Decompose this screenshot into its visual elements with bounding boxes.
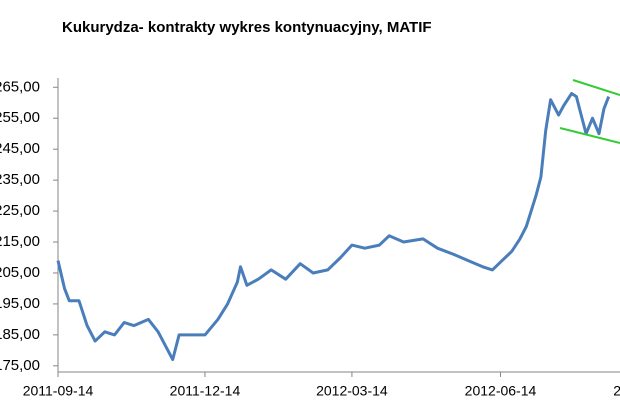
trend-line [559,127,620,144]
y-tick-label: 225,00 [0,202,40,219]
y-tick-label: 265,00 [0,78,40,95]
x-tick-label: 2011-12-14 [170,383,241,399]
y-tick-label: 235,00 [0,171,40,188]
y-tick-label: 185,00 [0,326,40,343]
y-tick-label: 215,00 [0,233,40,250]
y-tick-label: 205,00 [0,264,40,281]
chart-title: Kukurydza- kontrakty wykres kontynuacyjn… [62,19,432,36]
y-tick-label: 175,00 [0,357,40,374]
x-tick-label: 2012-09-14 [613,383,620,399]
price-line [56,92,611,362]
x-tick-label: 2012-06-14 [465,383,537,399]
y-tick-label: 195,00 [0,295,40,312]
trend-line [572,79,620,96]
plot [56,92,611,362]
y-tick-label: 255,00 [0,109,40,126]
x-tick-label: 2012-03-14 [316,383,388,399]
x-tick-label: 2011-09-14 [23,383,94,399]
y-tick-label: 245,00 [0,140,40,157]
